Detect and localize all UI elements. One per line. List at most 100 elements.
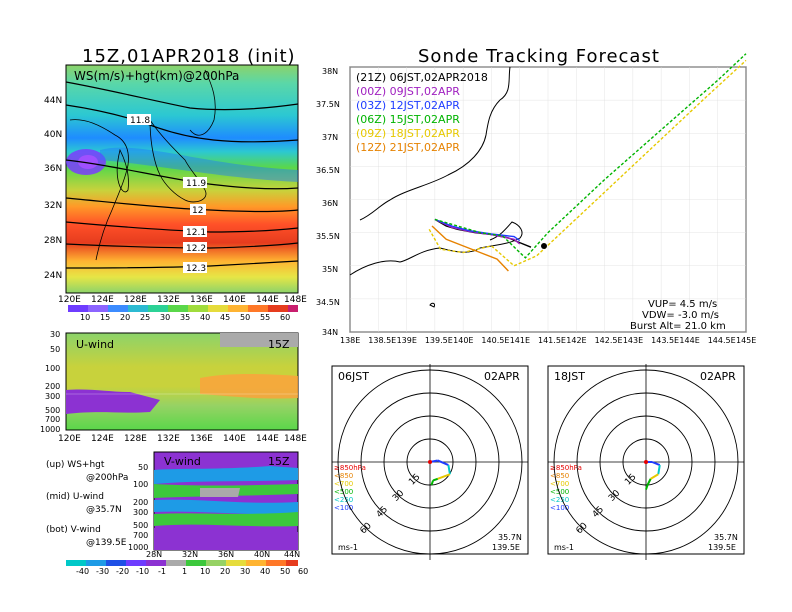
- cb-cell: [248, 305, 268, 312]
- cb-cell: [268, 305, 288, 312]
- lon-tick: 148E: [284, 434, 307, 444]
- lon-tick: 124E: [91, 434, 114, 444]
- hodo-lon: 139.5E: [708, 543, 736, 552]
- lon-tick: 141E: [510, 336, 530, 345]
- cb-cell: [168, 305, 188, 312]
- track-lat-ticks: 38N 37.5N 37N 36.5N 36N 35.5N 35N 34.5N …: [316, 67, 340, 337]
- map-lon-ticks: 120E 124E 128E 132E 136E 140E 144E 148E: [58, 295, 307, 305]
- hodo-trace-segment: [657, 464, 661, 475]
- cb-label: 40: [260, 567, 270, 576]
- hodo-trace-segment: [447, 464, 451, 475]
- cb-cell: [88, 305, 108, 312]
- hodo-levels: ≥850hPa <850 <700 <500 <250 <100: [550, 464, 582, 512]
- p-tick: 700: [45, 415, 60, 424]
- lon-tick: 132E: [157, 295, 180, 305]
- hodo-lat: 35.7N: [498, 533, 522, 542]
- lon-tick: 143E: [623, 336, 643, 345]
- v-colorbar: -40 -30 -20 -10 -1 1 10 20 30 40 50 60: [66, 560, 308, 576]
- lon-tick: 136E: [190, 434, 213, 444]
- coastline-track-north: [359, 66, 511, 221]
- legend-line: @200hPa: [86, 473, 128, 483]
- hodo-origin: [644, 460, 648, 464]
- panel-legend: (up) WS+hgt @200hPa (mid) U-wind @35.7N …: [46, 460, 128, 548]
- track-legend-item: (00Z) 09JST,02APR: [356, 85, 460, 98]
- lon-tick: 138E: [340, 336, 360, 345]
- hodo-trace-segment: [646, 478, 652, 486]
- lon-tick: 142.5E: [595, 336, 623, 345]
- lon-tick: 139.5E: [425, 336, 453, 345]
- left-panel-title: 15Z,01APR2018 (init): [82, 46, 296, 67]
- u-lon-ticks: 120E 124E 128E 132E 136E 140E 144E 148E: [58, 434, 307, 444]
- lat-tick: 34N: [322, 328, 338, 337]
- cb-label: 10: [80, 313, 90, 322]
- cb-cell: [166, 560, 186, 566]
- contour-label-bg: [183, 226, 207, 237]
- jet-band: [100, 147, 298, 182]
- v-p-ticks: 50 100 200 300 500 700 1000: [128, 463, 148, 552]
- p-tick: 30: [50, 330, 60, 339]
- cb-label: 30: [240, 567, 250, 576]
- hodo-trace-segment: [650, 473, 659, 480]
- lon-tick: 120E: [58, 434, 81, 444]
- p-tick: 50: [50, 345, 60, 354]
- cb-label: 60: [298, 567, 308, 576]
- cb-cell: [208, 305, 228, 312]
- lon-tick: 140E: [223, 295, 246, 305]
- contour-11-7: [65, 81, 299, 111]
- p-tick: 700: [133, 531, 148, 540]
- cb-label: 25: [140, 313, 150, 322]
- contour-label: 12.1: [186, 228, 206, 238]
- lon-tick: 138.5E: [368, 336, 396, 345]
- hodo-level: <700: [334, 480, 353, 488]
- hodo-trace-segment: [645, 484, 649, 490]
- v-band-1: [154, 466, 298, 484]
- cb-label: 10: [200, 567, 210, 576]
- cb-label: -20: [116, 567, 129, 576]
- cb-cell: [146, 560, 166, 566]
- lon-tick: 145E: [736, 336, 756, 345]
- lat-tick: 36N: [218, 550, 234, 559]
- contour-11-8: [65, 104, 299, 143]
- p-tick: 300: [45, 392, 60, 401]
- hodo-trace-segment: [651, 461, 661, 466]
- lon-tick: 141.5E: [538, 336, 566, 345]
- lon-tick: 128E: [124, 434, 147, 444]
- map-lat-ticks: 44N 40N 36N 32N 28N 24N: [44, 96, 62, 281]
- lon-tick: 148E: [284, 295, 307, 305]
- cb-label: -40: [76, 567, 89, 576]
- track-series-line: [428, 59, 747, 267]
- hodo-unit: ms-1: [338, 543, 358, 552]
- p-tick: 200: [133, 498, 148, 507]
- lat-tick: 34.5N: [316, 298, 340, 307]
- stat-vdw: VDW= -3.0 m/s: [642, 310, 719, 321]
- cb-cell: [128, 305, 148, 312]
- hodo-level: <100: [550, 504, 569, 512]
- u-missing-top: [220, 333, 298, 347]
- p-tick: 1000: [128, 543, 148, 552]
- lat-tick: 36N: [322, 199, 338, 208]
- right-panel-title: Sonde Tracking Forecast: [418, 46, 660, 67]
- legend-line: (mid) U-wind: [46, 492, 104, 502]
- hodograph-left: 06JST 02APR ms-1 35.7N 139.5E ≥850hPa <8…: [331, 364, 529, 560]
- map-panel-label: WS(m/s)+hgt(km)@200hPa: [74, 69, 239, 83]
- p-tick: 100: [133, 480, 148, 489]
- hodo-level: <700: [550, 480, 569, 488]
- stat-vup: VUP= 4.5 m/s: [648, 299, 717, 310]
- track-legend-item: (06Z) 15JST,02APR: [356, 113, 460, 126]
- lon-tick: 124E: [91, 295, 114, 305]
- v-wind-panel: V-wind 15Z 50 100 200 300 500 700 1000 2…: [128, 451, 300, 559]
- coastline-track-south: [349, 221, 523, 276]
- ws-field: [65, 64, 299, 294]
- lat-tick: 35.5N: [316, 232, 340, 241]
- u-wind-panel: U-wind 15Z 30 50 100 200 300 500 700 100…: [40, 330, 307, 444]
- lat-tick: 36.5N: [316, 166, 340, 175]
- cb-label: 15: [100, 313, 110, 322]
- p-tick: 200: [45, 382, 60, 391]
- cb-label: 35: [180, 313, 190, 322]
- lat-tick: 40N: [44, 130, 62, 140]
- p-tick: 100: [45, 364, 60, 373]
- track-legend-item: (09Z) 18JST,02APR: [356, 127, 460, 140]
- island: [429, 302, 435, 308]
- track-stats: VUP= 4.5 m/s VDW= -3.0 m/s Burst Alt= 21…: [630, 299, 726, 332]
